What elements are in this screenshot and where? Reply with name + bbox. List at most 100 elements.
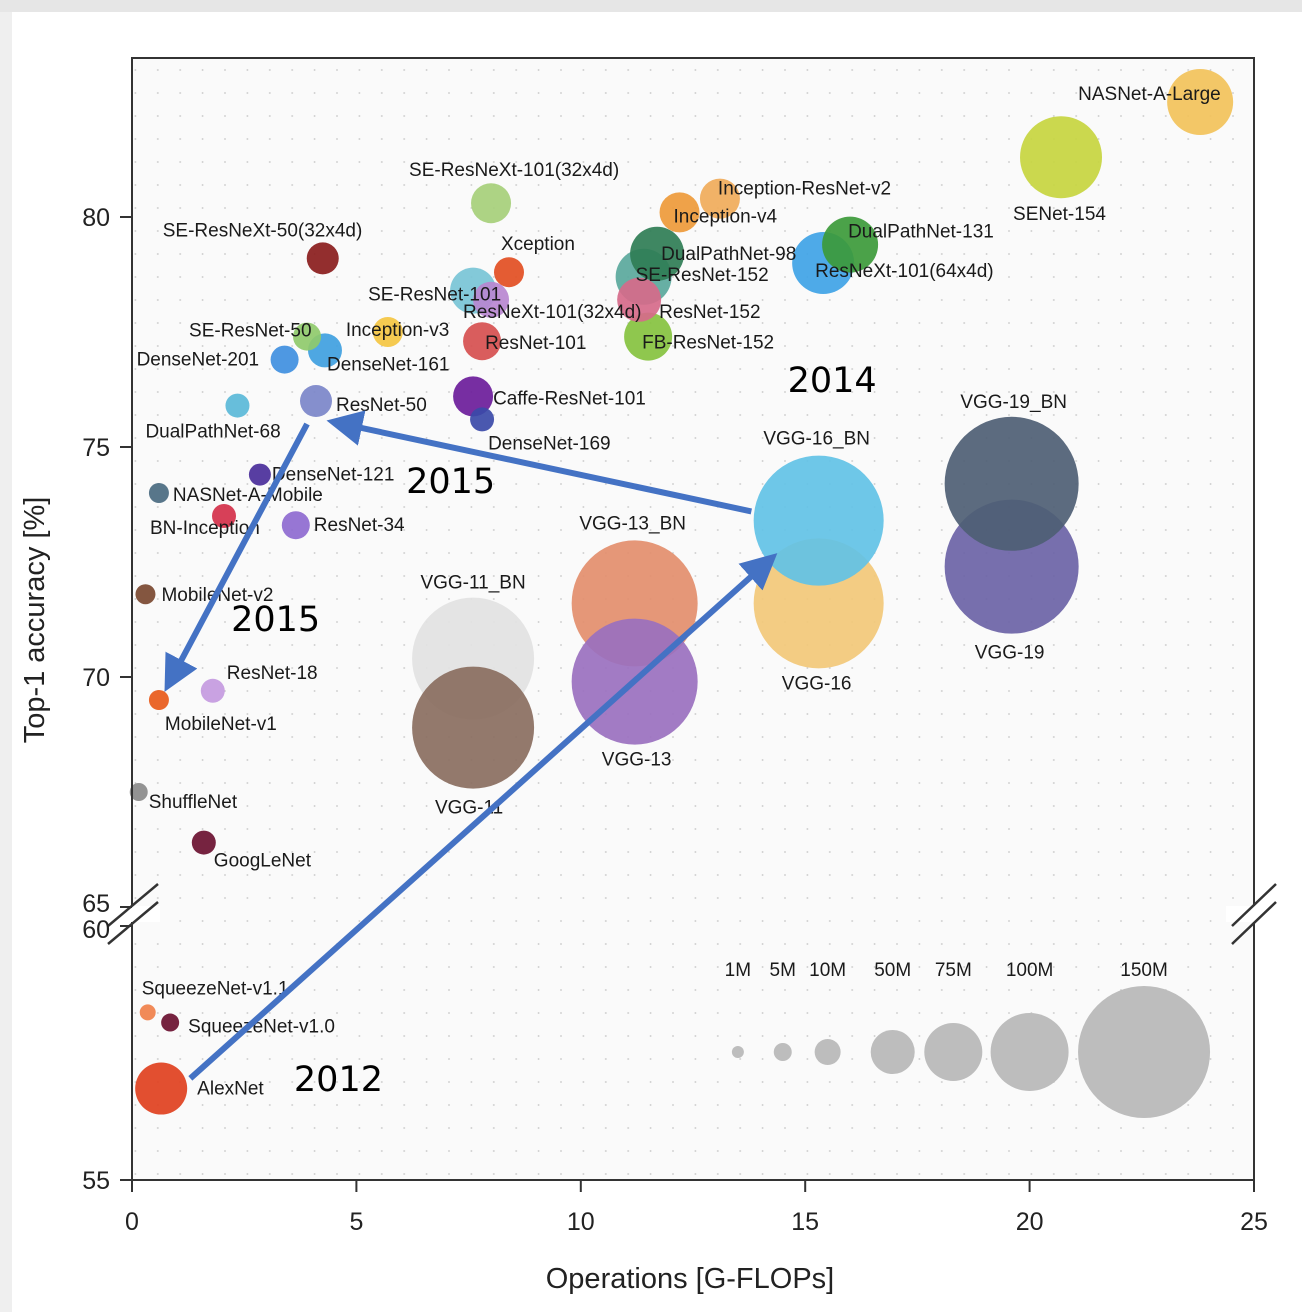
- model-labels: NASNet-A-Large SENet-154 SE-ResNeXt-101(32…: [137, 84, 1221, 1100]
- legend-bubble-5m: [773, 1043, 792, 1061]
- label-senet-154: SENet-154: [1013, 204, 1106, 225]
- label-inception-resnet-v2: Inception-ResNet-v2: [718, 179, 891, 200]
- bubble-resnet-101: [463, 322, 502, 361]
- label-dualpathnet-68: DualPathNet-68: [145, 422, 280, 443]
- bubble-mobilenet-v2: [135, 584, 156, 605]
- legend-bubble-10m: [814, 1039, 841, 1065]
- legend-label-50m: 50M: [874, 960, 911, 981]
- left-edge: [0, 12, 12, 1312]
- y-tick-label-65: 65: [82, 890, 110, 918]
- bubble-inception-v4: [659, 192, 700, 233]
- label-mobilenet-v1: MobileNet-v1: [165, 714, 277, 735]
- bubble-se-resnext-50-32x4d: [306, 242, 339, 275]
- label-inception-v4: Inception-v4: [674, 206, 778, 227]
- y-tick-label-60: 60: [82, 916, 110, 944]
- plot-frame: [131, 57, 1255, 1181]
- label-bn-inception: BN-Inception: [150, 518, 260, 539]
- year-annotations: 2012 2014 2015 2015: [231, 361, 877, 1100]
- label-resnet-152: ResNet-152: [659, 302, 760, 323]
- x-tick-label-15: 15: [791, 1208, 819, 1236]
- label-densenet-121: DenseNet-121: [272, 465, 395, 486]
- label-vgg-19: VGG-19: [975, 643, 1045, 664]
- bubble-googlenet: [191, 830, 216, 855]
- axis-break-slash-right-2: [1231, 901, 1277, 945]
- year-arrows: [164, 410, 778, 1081]
- label-resnext-101-32x4d: ResNeXt-101(32x4d): [463, 302, 641, 323]
- label-resnet-18: ResNet-18: [227, 663, 318, 684]
- label-vgg-13: VGG-13: [602, 750, 672, 771]
- x-tick-label-20: 20: [1016, 1208, 1044, 1236]
- label-vgg-19-bn: VGG-19_BN: [960, 392, 1067, 413]
- label-xception: Xception: [501, 234, 575, 255]
- bubble-densenet-169: [470, 407, 495, 432]
- year-label-3: 2015: [406, 462, 495, 502]
- bubble-se-resnet-50: [293, 322, 322, 351]
- y-axis-label: Top-1 accuracy [%]: [19, 497, 51, 744]
- label-se-resnet-152: SE-ResNet-152: [636, 265, 769, 286]
- legend-label-100m: 100M: [1006, 960, 1054, 981]
- legend-bubble-1m: [731, 1046, 744, 1058]
- label-resnet-34: ResNet-34: [314, 515, 405, 536]
- bubble-dualpathnet-131: [822, 216, 879, 273]
- bubble-dualpathnet-68: [225, 393, 250, 418]
- legend-label-1m: 1M: [725, 960, 751, 981]
- label-densenet-169: DenseNet-169: [488, 433, 611, 454]
- label-resnet-101: ResNet-101: [485, 333, 586, 354]
- arrow-3: [164, 422, 310, 692]
- year-label-4: 2015: [231, 600, 320, 640]
- label-dualpathnet-98: DualPathNet-98: [661, 244, 796, 265]
- bubble-inception-v3: [372, 317, 403, 347]
- legend-label-10m: 10M: [809, 960, 846, 981]
- bubble-senet-154: [1020, 116, 1103, 199]
- legend-bubble-75m: [924, 1023, 983, 1081]
- label-nasnet-a-mobile: NASNet-A-Mobile: [173, 485, 323, 506]
- axis-break: [100, 883, 1278, 945]
- y-tick-label-75: 75: [82, 434, 110, 462]
- bubble-resnext-101-32x4d: [473, 281, 510, 318]
- size-legend: 1M 5M 10M 50M 75M 100M 150M: [725, 960, 1211, 1118]
- top-bar: [0, 0, 1302, 12]
- year-label-1: 2012: [294, 1060, 383, 1100]
- bubble-alexnet: [135, 1062, 188, 1115]
- bubble-nasnet-a-large: [1167, 69, 1234, 135]
- bubble-resnet-34: [281, 511, 310, 540]
- bubble-se-resnext-101-32x4d: [471, 183, 512, 224]
- arrow-1: [188, 553, 778, 1081]
- bubble-nasnet-a-mobile: [148, 483, 169, 503]
- bubble-xception: [493, 257, 524, 288]
- label-densenet-201: DenseNet-201: [137, 350, 260, 371]
- bubble-squeezenet-v1-1: [139, 1004, 156, 1021]
- label-shufflenet: ShuffleNet: [149, 792, 238, 813]
- label-vgg-16-bn: VGG-16_BN: [763, 429, 870, 450]
- label-squeezenet-v1-0: SqueezeNet-v1.0: [188, 1017, 335, 1038]
- bubble-shufflenet: [129, 783, 148, 801]
- label-inception-v3: Inception-v3: [346, 320, 450, 341]
- legend-bubble-150m: [1078, 986, 1211, 1118]
- bubble-densenet-201: [270, 345, 299, 374]
- bubbles: [129, 69, 1234, 1115]
- axis-break-slash-right-1: [1231, 883, 1277, 927]
- bubble-squeezenet-v1-0: [161, 1013, 180, 1032]
- y-tick-label-80: 80: [82, 204, 110, 232]
- label-squeezenet-v1-1: SqueezeNet-v1.1: [142, 978, 289, 999]
- legend-label-150m: 150M: [1120, 960, 1168, 981]
- x-tick-label-25: 25: [1240, 1208, 1268, 1236]
- legend-bubble-100m: [990, 1013, 1069, 1091]
- label-vgg-13-bn: VGG-13_BN: [579, 513, 686, 534]
- label-se-resnext-50-32x4d: SE-ResNeXt-50(32x4d): [163, 220, 363, 241]
- y-tick-label-70: 70: [82, 664, 110, 692]
- bubble-resnet-152: [617, 277, 662, 322]
- bubble-mobilenet-v1: [148, 690, 169, 710]
- label-resnext-101-64x4d: ResNeXt-101(64x4d): [815, 261, 993, 282]
- legend-label-5m: 5M: [770, 960, 796, 981]
- y-tick-label-55: 55: [82, 1167, 110, 1195]
- label-se-resnet-50: SE-ResNet-50: [189, 321, 311, 342]
- bubble-dualpathnet-98: [630, 226, 685, 281]
- bubble-resnet-18: [200, 678, 225, 703]
- label-dualpathnet-131: DualPathNet-131: [848, 222, 994, 243]
- label-densenet-161: DenseNet-161: [327, 354, 450, 375]
- axis-break-slash-left-2: [107, 901, 159, 945]
- label-caffe-resnet-101: Caffe-ResNet-101: [493, 388, 646, 409]
- bubble-resnet-50: [300, 385, 333, 417]
